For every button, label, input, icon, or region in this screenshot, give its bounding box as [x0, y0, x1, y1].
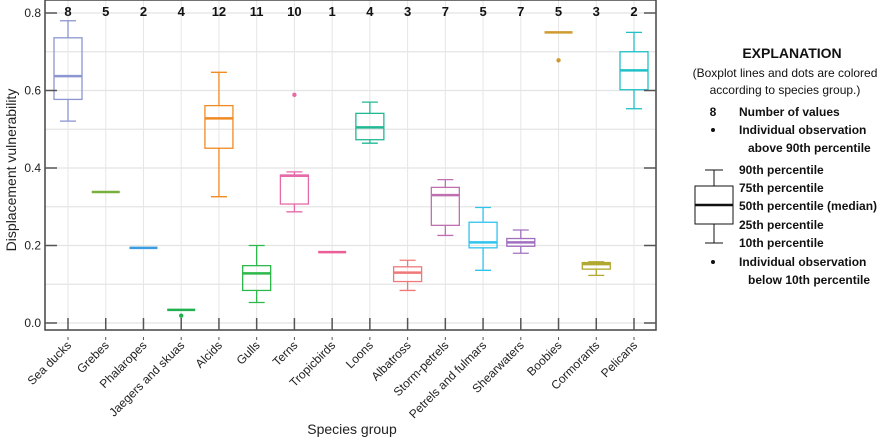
- box-iqr: [581, 261, 611, 270]
- legend-below-dot: [711, 260, 715, 264]
- count-label: 4: [366, 4, 374, 19]
- count-label: 5: [479, 4, 486, 19]
- count-label: 8: [64, 4, 71, 19]
- box-iqr: [392, 266, 423, 283]
- legend-note-2: according to species group.): [710, 83, 861, 97]
- y-axis-label: Displacement vulnerability: [3, 89, 19, 252]
- x-tick-label: Loons: [343, 338, 376, 371]
- box-shearwaters: [506, 229, 536, 254]
- x-tick-label: Grebes: [74, 338, 112, 376]
- box-jaegers-and-skuas: [167, 308, 196, 318]
- legend-title: EXPLANATION: [742, 45, 841, 61]
- legend-p50: 50th percentile (median): [739, 199, 877, 213]
- box-iqr: [430, 186, 460, 226]
- box-storm-petrels: [430, 178, 460, 237]
- y-axis: 0.0 0.2 0.4 0.6 0.8: [24, 6, 656, 330]
- plot-frame: [44, 0, 657, 331]
- box-cormorants: [581, 261, 611, 276]
- count-label: 2: [140, 4, 147, 19]
- count-label: 12: [212, 4, 226, 19]
- box-pelicans: [619, 31, 649, 110]
- legend-above-1: Individual observation: [739, 123, 866, 137]
- box-alcids: [204, 71, 234, 198]
- legend-above-2: above 90th percentile: [748, 141, 871, 155]
- legend-p75: 75th percentile: [739, 181, 824, 195]
- legend-p90: 90th percentile: [739, 163, 824, 177]
- count-label: 2: [630, 4, 637, 19]
- legend-below-1: Individual observation: [739, 255, 866, 269]
- legend-count-symbol: 8: [710, 105, 717, 119]
- legend-note-1: (Boxplot lines and dots are colored: [693, 66, 878, 80]
- box-sea-ducks: [53, 20, 83, 122]
- y-tick-label: 0.0: [24, 316, 41, 330]
- count-label: 7: [517, 4, 524, 19]
- outlier-dot: [292, 92, 297, 97]
- box-iqr: [53, 37, 83, 101]
- boxes: [53, 20, 649, 318]
- count-label: 11: [250, 4, 264, 19]
- x-tick-label: Terns: [270, 338, 301, 369]
- legend-above-dot: [711, 128, 715, 132]
- box-terns: [279, 92, 310, 213]
- outlier-dot: [179, 313, 184, 318]
- legend-below-2: below 10th percentile: [748, 273, 870, 287]
- y-tick-label: 0.4: [24, 161, 41, 175]
- box-loons: [355, 101, 385, 144]
- box-gulls: [242, 244, 272, 304]
- box-iqr: [468, 221, 498, 249]
- outlier-dot: [556, 58, 561, 63]
- count-label: 3: [404, 4, 411, 19]
- grid: [45, 0, 656, 330]
- count-label: 5: [102, 4, 109, 19]
- count-label: 1: [329, 4, 336, 19]
- x-tick-label: Sea ducks: [25, 338, 75, 388]
- x-axis-label: Species group: [307, 421, 397, 437]
- count-label: 7: [442, 4, 449, 19]
- box-petrels-and-fulmars: [468, 206, 498, 271]
- y-tick-label: 0.8: [24, 6, 41, 20]
- legend-p10: 10th percentile: [739, 236, 824, 250]
- count-labels: 8 5 2 4 12 11 10 1 4 3 7 5 7 5 3 2: [64, 4, 637, 19]
- count-label: 4: [178, 4, 186, 19]
- legend-p25: 25th percentile: [739, 218, 824, 232]
- x-tick-label: Alcids: [193, 338, 226, 371]
- box-boobies: [544, 31, 573, 63]
- y-tick-label: 0.2: [24, 239, 41, 253]
- legend-count-label: Number of values: [739, 105, 840, 119]
- count-label: 10: [287, 4, 301, 19]
- box-albatross: [392, 259, 423, 292]
- x-tick-label: Pelicans: [598, 338, 640, 380]
- legend: EXPLANATION (Boxplot lines and dots are …: [693, 45, 878, 287]
- count-label: 3: [593, 4, 600, 19]
- y-tick-label: 0.6: [24, 84, 41, 98]
- count-label: 5: [555, 4, 562, 19]
- box-iqr: [204, 104, 234, 149]
- box-iqr: [242, 264, 272, 292]
- x-tick-label: Gulls: [234, 338, 263, 367]
